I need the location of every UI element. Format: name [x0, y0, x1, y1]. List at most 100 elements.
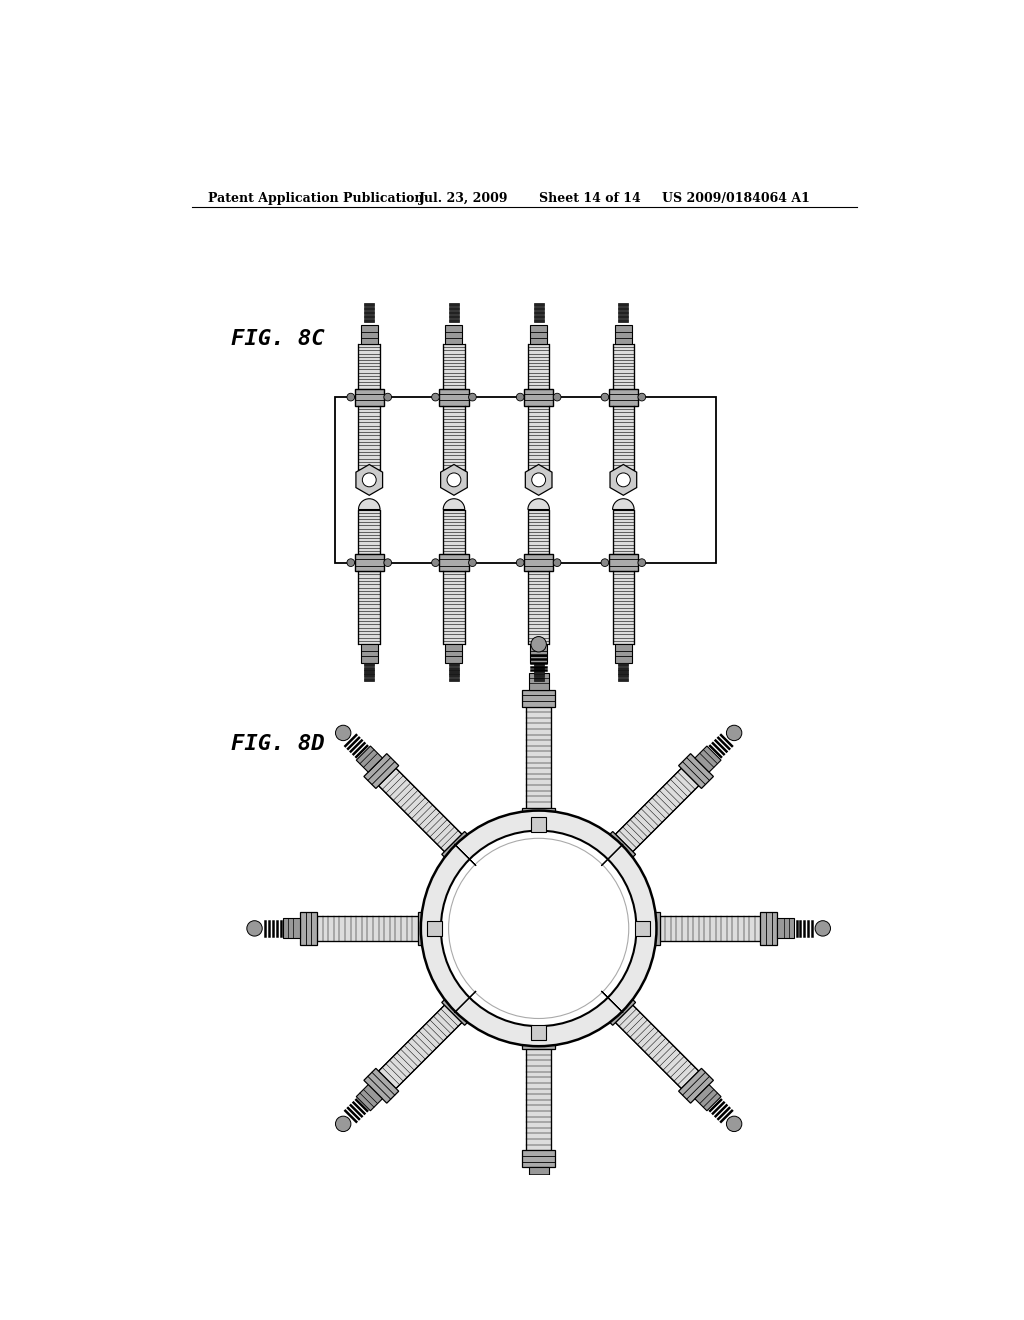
Bar — [449, 678, 459, 681]
Polygon shape — [761, 912, 777, 945]
Bar — [618, 675, 629, 677]
Polygon shape — [379, 768, 462, 851]
Bar — [443, 572, 465, 644]
Bar — [618, 312, 629, 314]
Circle shape — [441, 830, 637, 1026]
Circle shape — [347, 393, 354, 401]
Circle shape — [815, 921, 830, 936]
Polygon shape — [356, 1085, 382, 1111]
Wedge shape — [528, 499, 550, 510]
Circle shape — [432, 558, 439, 566]
Bar — [534, 667, 544, 669]
Text: Sheet 14 of 14: Sheet 14 of 14 — [539, 191, 640, 205]
Bar — [534, 314, 544, 318]
Circle shape — [336, 725, 351, 741]
Circle shape — [516, 393, 524, 401]
Polygon shape — [635, 921, 650, 936]
Circle shape — [638, 393, 646, 401]
Circle shape — [531, 636, 547, 652]
Polygon shape — [601, 990, 636, 1026]
Circle shape — [347, 558, 354, 566]
Polygon shape — [615, 768, 698, 851]
Polygon shape — [300, 912, 316, 945]
Circle shape — [432, 393, 439, 401]
Bar — [534, 304, 544, 306]
Circle shape — [616, 473, 631, 487]
Bar — [354, 388, 384, 405]
Bar — [365, 663, 374, 665]
Bar — [449, 304, 459, 306]
Bar — [358, 510, 380, 554]
Bar — [534, 678, 544, 681]
Bar — [365, 667, 374, 669]
Text: FIG. 8D: FIG. 8D — [230, 734, 325, 754]
Text: Jul. 23, 2009: Jul. 23, 2009 — [419, 191, 509, 205]
Bar — [618, 663, 629, 665]
Bar — [443, 510, 465, 554]
Polygon shape — [364, 1068, 398, 1104]
Polygon shape — [601, 843, 623, 866]
Polygon shape — [522, 1150, 555, 1167]
Wedge shape — [612, 479, 634, 490]
Bar — [449, 675, 459, 677]
Bar — [358, 345, 380, 388]
Bar — [612, 405, 634, 479]
Bar — [528, 572, 550, 644]
Bar — [534, 671, 544, 673]
Text: US 2009/0184064 A1: US 2009/0184064 A1 — [662, 191, 810, 205]
Circle shape — [247, 921, 262, 936]
Circle shape — [336, 1117, 351, 1131]
Bar — [449, 314, 459, 318]
Bar — [618, 678, 629, 681]
Bar — [443, 345, 465, 388]
Bar — [449, 308, 459, 310]
Circle shape — [384, 393, 391, 401]
Bar — [612, 345, 634, 388]
Circle shape — [638, 558, 646, 566]
Bar — [360, 644, 378, 663]
Polygon shape — [679, 754, 714, 788]
Bar — [618, 318, 629, 322]
Bar — [530, 326, 547, 345]
Bar — [365, 308, 374, 310]
Polygon shape — [356, 465, 383, 495]
Polygon shape — [316, 916, 418, 941]
Polygon shape — [531, 817, 547, 832]
Bar — [445, 644, 463, 663]
Bar — [358, 405, 380, 479]
Circle shape — [516, 558, 524, 566]
Polygon shape — [610, 465, 637, 495]
Bar — [443, 405, 465, 479]
Circle shape — [531, 1205, 547, 1220]
Bar — [449, 318, 459, 322]
Bar — [618, 304, 629, 306]
Bar — [365, 318, 374, 322]
Bar — [608, 554, 638, 572]
Circle shape — [531, 473, 546, 487]
Bar — [449, 312, 459, 314]
Bar — [534, 663, 544, 665]
Bar — [439, 388, 469, 405]
Polygon shape — [283, 919, 300, 939]
Wedge shape — [443, 499, 465, 510]
Polygon shape — [777, 919, 795, 939]
Circle shape — [553, 558, 561, 566]
Circle shape — [469, 393, 476, 401]
Bar — [449, 667, 459, 669]
Polygon shape — [659, 916, 761, 941]
Bar — [528, 405, 550, 479]
Polygon shape — [522, 1032, 555, 1049]
Bar — [618, 308, 629, 310]
Bar — [365, 671, 374, 673]
Circle shape — [421, 810, 656, 1047]
Polygon shape — [679, 1068, 714, 1104]
Circle shape — [726, 725, 741, 741]
Bar — [358, 572, 380, 644]
Circle shape — [362, 473, 376, 487]
Polygon shape — [695, 1085, 721, 1111]
Bar — [524, 554, 553, 572]
Polygon shape — [528, 673, 549, 689]
Circle shape — [726, 1117, 741, 1131]
Polygon shape — [531, 1024, 547, 1040]
Polygon shape — [440, 465, 467, 495]
